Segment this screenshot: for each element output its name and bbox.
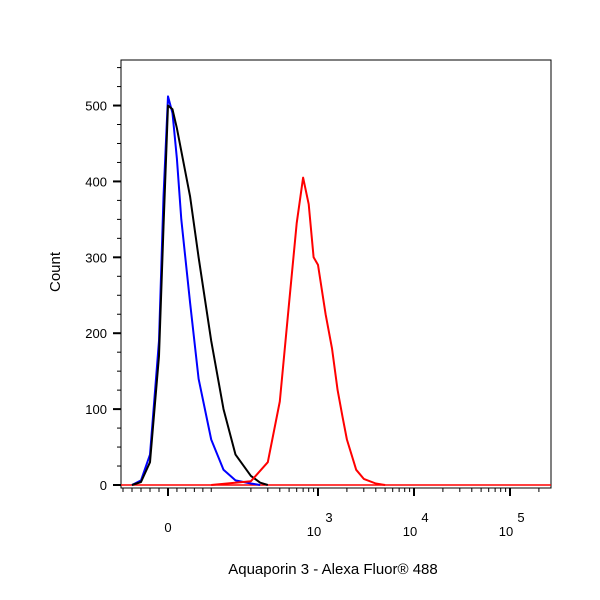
x-tick-exponent: 5 <box>517 510 524 525</box>
y-axis: 0 100 200 300 400 500 <box>85 99 121 493</box>
minor-ticks <box>117 67 540 492</box>
y-tick-label: 500 <box>85 99 107 114</box>
series-line-3 <box>211 176 386 486</box>
y-axis-label: Count <box>47 251 64 292</box>
y-tick-label: 400 <box>85 174 107 189</box>
x-axis: 0 10 3 10 4 10 5 <box>164 488 525 539</box>
x-tick-label: 10 <box>307 524 321 539</box>
x-tick-label: 10 <box>403 524 417 539</box>
y-tick-label: 300 <box>85 250 107 265</box>
x-tick-exponent: 3 <box>325 510 332 525</box>
plot-frame <box>120 59 552 489</box>
x-tick-label: 10 <box>499 524 513 539</box>
y-tick-label: 100 <box>85 402 107 417</box>
x-tick-label: 0 <box>164 520 171 535</box>
x-tick-exponent: 4 <box>421 510 428 525</box>
y-tick-label: 200 <box>85 326 107 341</box>
x-axis-label: Aquaporin 3 - Alexa Fluor® 488 <box>228 561 438 578</box>
series-line-1 <box>131 95 261 486</box>
series-group <box>121 95 551 486</box>
series-line-2 <box>131 104 269 486</box>
y-tick-label: 0 <box>100 478 107 493</box>
